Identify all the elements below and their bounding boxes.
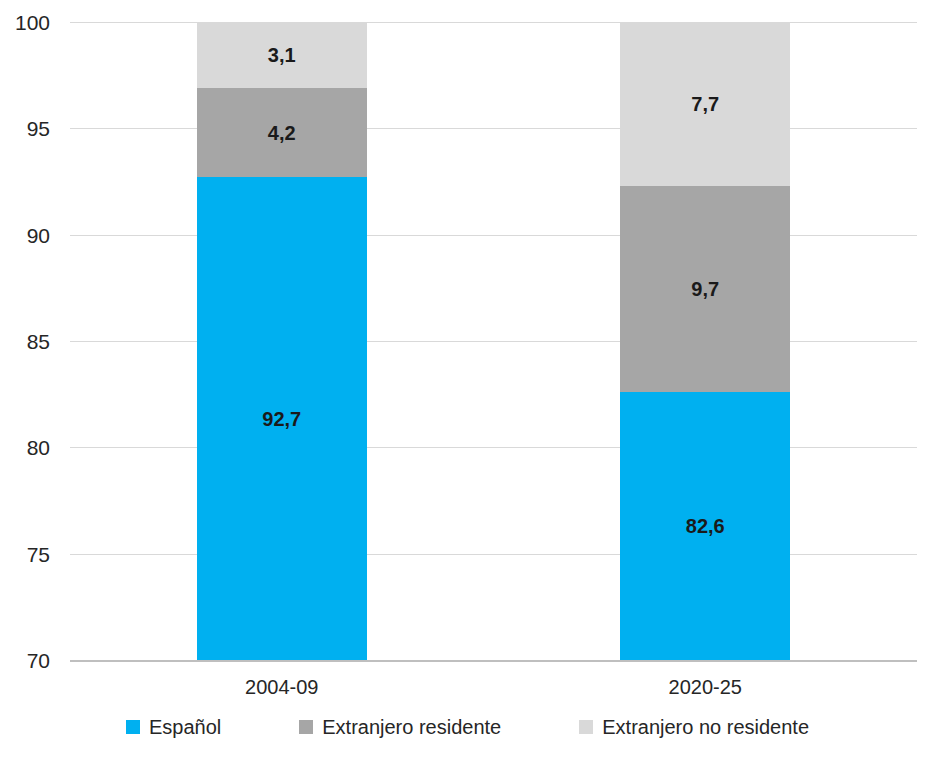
y-tick-label: 80 <box>27 437 50 458</box>
data-label: 4,2 <box>197 123 367 143</box>
data-label: 92,7 <box>197 409 367 429</box>
legend-swatch-extranjero-no-residente <box>579 720 593 734</box>
legend-item-extranjero-residente: Extranjero residente <box>299 717 501 737</box>
legend-label: Extranjero no residente <box>602 717 809 737</box>
x-category-label: 2004-09 <box>245 677 318 697</box>
legend-label: Español <box>149 717 221 737</box>
stacked-bar-chart: 70 75 80 85 90 95 100 92,7 4,2 3,1 2004-09 82,6 9,7 7… <box>0 0 935 768</box>
y-tick-label: 70 <box>27 650 50 671</box>
legend-item-espa-ol: Español <box>126 717 221 737</box>
y-tick-label: 95 <box>27 118 50 139</box>
x-axis-line <box>70 660 917 662</box>
legend-label: Extranjero residente <box>322 717 501 737</box>
bar-2004-09: 92,7 4,2 3,1 <box>197 22 367 660</box>
bar-2020-25: 82,6 9,7 7,7 <box>620 22 790 660</box>
x-category-label: 2020-25 <box>669 677 742 697</box>
y-tick-label: 100 <box>15 12 50 33</box>
legend-swatch-espa-ol <box>126 720 140 734</box>
data-label: 9,7 <box>620 279 790 299</box>
y-tick-label: 85 <box>27 331 50 352</box>
legend-item-extranjero-no-residente: Extranjero no residente <box>579 717 809 737</box>
data-label: 7,7 <box>620 94 790 114</box>
legend: Español Extranjero residente Extranjero no… <box>0 717 935 737</box>
legend-swatch-extranjero-residente <box>299 720 313 734</box>
y-tick-label: 75 <box>27 543 50 564</box>
data-label: 82,6 <box>620 516 790 536</box>
y-tick-label: 90 <box>27 224 50 245</box>
plot-area: 70758085909510092,74,23,12004-0982,69,77… <box>70 22 917 660</box>
data-label: 3,1 <box>197 45 367 65</box>
